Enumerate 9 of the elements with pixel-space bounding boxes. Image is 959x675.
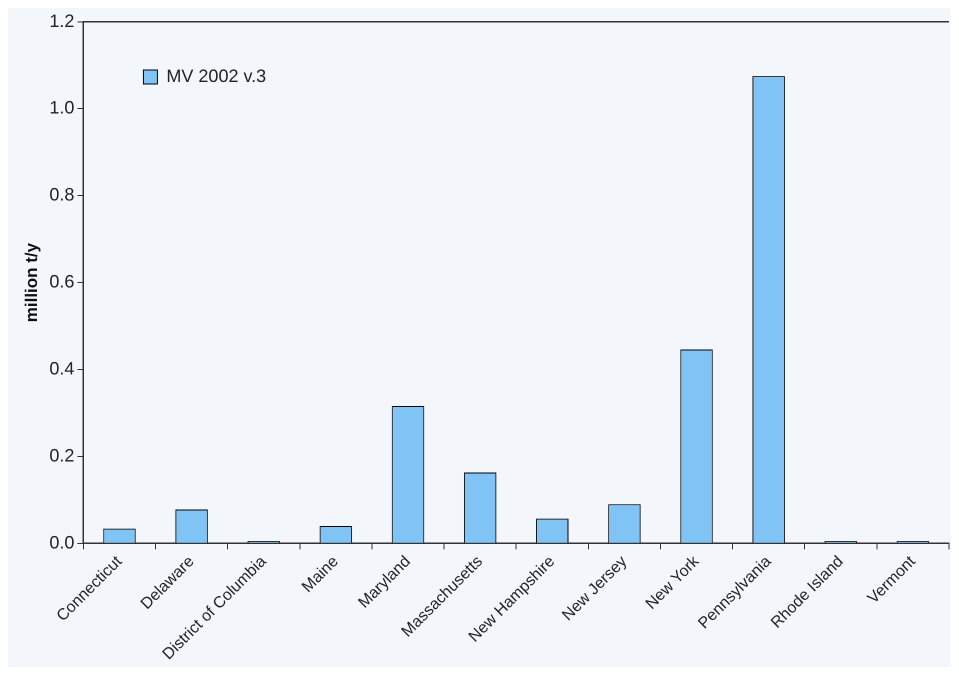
y-tick-label: 0.2: [49, 445, 74, 466]
y-tick-label: 1.2: [49, 10, 74, 31]
y-tick-label: 0.6: [49, 272, 74, 292]
y-axis-title: million t/y: [22, 242, 41, 322]
y-tick-label: 0.0: [49, 532, 74, 552]
legend-label: MV 2002 v.3: [166, 66, 266, 86]
y-tick-label: 1.0: [49, 98, 74, 118]
y-tick-label: 0.4: [49, 358, 74, 378]
y-tick-label: 0.8: [49, 184, 74, 205]
